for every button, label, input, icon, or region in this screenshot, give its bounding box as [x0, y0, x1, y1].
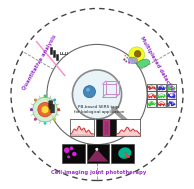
Circle shape: [64, 147, 70, 153]
Ellipse shape: [118, 147, 131, 159]
Circle shape: [43, 122, 47, 125]
Circle shape: [86, 88, 90, 92]
Text: PB-based SERS tags
for biological application: PB-based SERS tags for biological applic…: [74, 105, 124, 114]
Circle shape: [72, 70, 122, 119]
Circle shape: [67, 155, 70, 158]
Text: Cell-imaging joint phototherapy: Cell-imaging joint phototherapy: [51, 170, 146, 175]
Circle shape: [41, 106, 49, 113]
Circle shape: [34, 118, 37, 121]
Circle shape: [129, 47, 145, 63]
Bar: [70, 119, 94, 136]
Circle shape: [72, 152, 77, 156]
Circle shape: [38, 102, 52, 117]
Bar: [147, 91, 156, 99]
Bar: [62, 144, 85, 163]
Circle shape: [128, 62, 130, 64]
Bar: [167, 91, 176, 99]
Circle shape: [33, 97, 57, 122]
Circle shape: [53, 118, 56, 121]
Bar: [167, 99, 176, 107]
Circle shape: [30, 108, 33, 111]
Bar: [157, 84, 166, 91]
Circle shape: [83, 86, 95, 98]
Circle shape: [34, 98, 37, 101]
Circle shape: [123, 58, 126, 61]
Ellipse shape: [137, 59, 150, 67]
Circle shape: [125, 60, 127, 62]
Bar: [147, 99, 156, 107]
Text: Multiplexed detection: Multiplexed detection: [139, 36, 176, 95]
Circle shape: [125, 55, 126, 57]
Circle shape: [43, 94, 47, 98]
Circle shape: [126, 57, 128, 59]
Circle shape: [70, 146, 73, 150]
Bar: [87, 144, 109, 163]
Bar: [111, 144, 134, 163]
FancyBboxPatch shape: [51, 105, 55, 113]
FancyBboxPatch shape: [49, 101, 53, 109]
Bar: [157, 99, 166, 107]
Bar: [96, 119, 116, 136]
Polygon shape: [87, 149, 108, 162]
Circle shape: [95, 148, 98, 151]
Circle shape: [53, 98, 56, 101]
Circle shape: [134, 50, 141, 57]
Bar: [157, 91, 166, 99]
Circle shape: [57, 108, 60, 111]
Bar: [147, 84, 156, 91]
Ellipse shape: [128, 57, 138, 64]
Circle shape: [47, 44, 147, 145]
Text: Quantitative analysis: Quantitative analysis: [21, 34, 57, 91]
Bar: [167, 84, 176, 91]
Bar: [116, 119, 140, 136]
